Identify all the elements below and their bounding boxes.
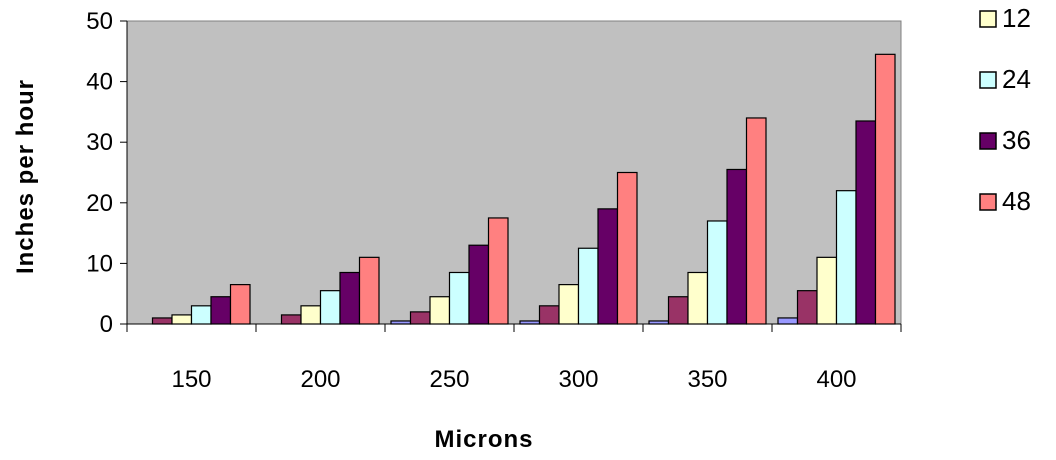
legend-swatch-48 [979, 193, 997, 211]
bar-250-series-3 [448, 271, 470, 325]
bar-200-series-4 [339, 271, 361, 325]
y-tick-label: 0 [100, 311, 113, 338]
bar-350-series-2 [687, 271, 709, 325]
bar-150-series-1 [151, 317, 173, 325]
bar-250-series-4 [468, 244, 490, 325]
x-axis-title: Microns [434, 426, 533, 453]
bar-350-series-3 [706, 220, 728, 325]
bar-250-series-5 [487, 217, 509, 325]
x-tick-label: 300 [558, 366, 598, 393]
labels-group: 0 10 20 30 40 50 150 200 250 300 350 400 Microns Inch… [12, 8, 857, 453]
bar-350-series-1 [667, 296, 689, 325]
bar-300-series-3 [577, 247, 599, 325]
x-tick-label: 250 [429, 366, 469, 393]
bar-300-series-2 [558, 284, 580, 325]
bar-200-series-5 [358, 256, 380, 325]
legend-swatch-24 [979, 71, 997, 89]
bar-300-series-4 [597, 208, 619, 325]
bar-200-series-2 [300, 305, 322, 325]
bar-200-series-1 [280, 314, 302, 325]
bar-400-series-1 [796, 290, 818, 325]
bar-200-series-3 [319, 290, 341, 325]
x-tick-label: 200 [300, 366, 340, 393]
bar-150-series-4 [210, 296, 232, 325]
bar-350-series-4 [726, 168, 748, 325]
bar-400-series-0 [777, 317, 799, 325]
bar-150-series-3 [190, 305, 212, 325]
y-tick-label: 30 [86, 129, 113, 156]
y-tick-label: 40 [86, 69, 113, 96]
bar-400-series-4 [855, 120, 877, 325]
bar-400-series-5 [874, 53, 896, 325]
bar-150-series-2 [171, 314, 193, 325]
y-tick-label: 20 [86, 190, 113, 217]
legend-label-24: 24 [1002, 64, 1031, 94]
bar-400-series-2 [816, 256, 838, 325]
bar-250-series-2 [429, 296, 451, 325]
x-tick-label: 350 [687, 366, 727, 393]
bar-150-series-5 [229, 284, 251, 325]
bar-300-series-1 [538, 305, 560, 325]
legend: 12 24 36 48 [979, 3, 1031, 216]
y-axis-title: Inches per hour [12, 79, 39, 274]
y-tick-label: 10 [86, 250, 113, 277]
legend-label-48: 48 [1002, 186, 1031, 216]
plot-area [126, 20, 902, 325]
x-tick-label: 150 [171, 366, 211, 393]
y-tick-label: 50 [86, 8, 113, 35]
legend-label-36: 36 [1002, 125, 1031, 155]
axes-group [120, 20, 902, 332]
bar-250-series-1 [409, 311, 431, 325]
legend-label-12: 12 [1002, 3, 1031, 33]
bar-400-series-3 [835, 190, 857, 325]
x-tick-label: 400 [816, 366, 856, 393]
legend-swatch-36 [979, 132, 997, 150]
bar-350-series-5 [745, 117, 767, 325]
bar-300-series-5 [616, 171, 638, 325]
legend-swatch-12 [979, 10, 997, 28]
